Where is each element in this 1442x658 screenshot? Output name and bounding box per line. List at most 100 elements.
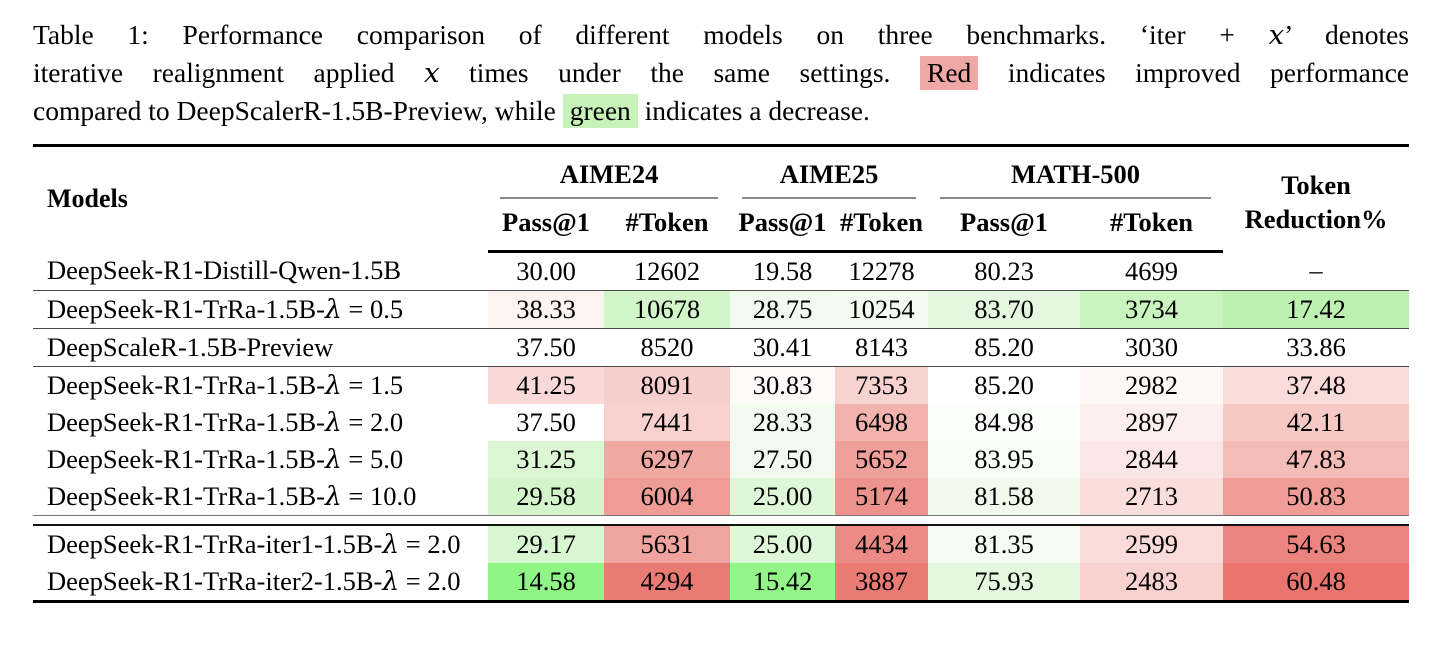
subheader-token: #Token [1080,199,1224,253]
value-cell: 8520 [604,328,731,367]
value-cell: 29.17 [488,525,604,563]
value-cell: 50.83 [1223,478,1410,516]
model-name-cell: DeepSeek-R1-TrRa-1.5B-λ = 5.0 [47,444,404,475]
value-cell: 19.58 [730,251,836,291]
table-row: DeepSeek-R1-TrRa-1.5B-λ = 10.0 29.58 6004 2… [33,478,1410,516]
table-row: DeepSeek-R1-TrRa-iter2-1.5B-λ = 2.0 14.58… [33,563,1410,602]
value-cell: 83.70 [928,290,1081,329]
value-cell: 17.42 [1223,290,1410,329]
subheader-pass1: Pass@1 [730,199,836,253]
model-name-cell: DeepSeek-R1-TrRa-1.5B-λ = 10.0 [47,481,417,512]
caption-line-2: iterative realignment applied x times un… [33,54,1409,92]
value-cell: 2483 [1080,563,1224,602]
value-cell: 12278 [835,251,929,291]
group-header-math500: MATH-500 [928,146,1223,199]
value-cell: 81.35 [928,525,1081,563]
model-name-cell: DeepSeek-R1-TrRa-iter2-1.5B-λ = 2.0 [47,566,461,597]
value-cell: 54.63 [1223,525,1410,563]
value-cell: 33.86 [1223,328,1410,367]
value-cell: 5174 [835,478,929,516]
subheader-pass1: Pass@1 [488,199,604,253]
caption-green-highlight: green [562,94,638,128]
value-cell: 47.83 [1223,441,1410,478]
value-cell: 85.20 [928,328,1081,367]
value-cell: 25.00 [730,525,836,563]
caption-text: indicates improved performance [978,57,1409,88]
table-row: DeepSeek-R1-TrRa-1.5B-λ = 0.5 38.33 10678 2… [33,290,1410,329]
value-cell: 37.48 [1223,366,1410,404]
value-cell: 29.58 [488,478,604,516]
value-cell: 60.48 [1223,563,1410,602]
value-cell: 6297 [604,441,731,478]
value-cell: 12602 [604,251,731,291]
subheader-token: #Token [604,199,731,253]
model-name-cell: DeepScaleR-1.5B-Preview [33,328,488,367]
table-header: Models AIME24 AIME25 MATH-500 Token Redu… [33,146,1409,253]
table-row: DeepSeek-R1-Distill-Qwen-1.5B 30.00 12602 1… [33,251,1410,291]
value-cell: 15.42 [730,563,836,602]
caption-text: ’ denotes [1284,19,1409,50]
value-cell: 81.58 [928,478,1081,516]
value-cell: 75.93 [928,563,1081,602]
model-name-cell: DeepSeek-R1-TrRa-1.5B-λ = 1.5 [47,370,404,401]
caption-math-x: x [424,57,440,89]
value-cell: 28.33 [730,404,836,441]
value-cell: 5631 [604,525,731,563]
value-cell: 10678 [604,290,731,329]
table-row: DeepSeek-R1-TrRa-iter1-1.5B-λ = 2.0 29.17… [33,525,1410,563]
caption-text: Table 1: Performance comparison of diffe… [33,19,1269,50]
value-cell: 3734 [1080,290,1224,329]
value-cell: 37.50 [488,328,604,367]
caption-text: compared to DeepScalerR-1.5B-Preview, wh… [33,95,563,126]
value-cell: 41.25 [488,366,604,404]
caption-text: indicates a decrease. [637,95,870,126]
value-cell: 28.75 [730,290,836,329]
value-cell: 83.95 [928,441,1081,478]
caption-line-1: Table 1: Performance comparison of diffe… [33,16,1409,54]
value-cell: 3030 [1080,328,1224,367]
value-cell: 7353 [835,366,929,404]
value-cell: 4699 [1080,251,1224,291]
value-cell: 2599 [1080,525,1224,563]
model-name-cell: DeepSeek-R1-TrRa-iter1-1.5B-λ = 2.0 [47,529,461,560]
lambda-symbol: λ [324,294,342,325]
value-cell: 84.98 [928,404,1081,441]
lambda-symbol: λ [382,529,400,560]
value-cell: 6004 [604,478,731,516]
model-name-cell: DeepSeek-R1-Distill-Qwen-1.5B [33,251,488,291]
table-body: DeepSeek-R1-Distill-Qwen-1.5B 30.00 12602 1… [33,251,1410,602]
value-cell: 38.33 [488,290,604,329]
results-table: Models AIME24 AIME25 MATH-500 Token Redu… [33,144,1410,603]
table-row: DeepScaleR-1.5B-Preview 37.50 8520 30.41 814… [33,328,1410,367]
section-separator [33,515,1410,526]
lambda-symbol: λ [324,370,342,401]
value-cell: 31.25 [488,441,604,478]
caption-text: times under the same settings. [439,57,920,88]
lambda-symbol: λ [324,481,342,512]
table-row: DeepSeek-R1-TrRa-1.5B-λ = 1.5 41.25 8091 30… [33,366,1410,404]
table-row: DeepSeek-R1-TrRa-1.5B-λ = 5.0 31.25 6297 27… [33,441,1410,478]
caption-red-highlight: Red [919,56,979,90]
value-cell: – [1223,251,1410,291]
table-caption: Table 1: Performance comparison of diffe… [33,16,1409,129]
value-cell: 30.41 [730,328,836,367]
value-cell: 3887 [835,563,929,602]
value-cell: 2897 [1080,404,1224,441]
value-cell: 80.23 [928,251,1081,291]
value-cell: 5652 [835,441,929,478]
subheader-token: #Token [835,199,929,253]
models-column-header: Models [47,184,128,214]
value-cell: 42.11 [1223,404,1410,441]
caption-line-3: compared to DeepScalerR-1.5B-Preview, wh… [33,92,1409,129]
value-cell: 8143 [835,328,929,367]
value-cell: 2713 [1080,478,1224,516]
value-cell: 2844 [1080,441,1224,478]
value-cell: 10254 [835,290,929,329]
model-name-cell: DeepSeek-R1-TrRa-1.5B-λ = 2.0 [47,407,404,438]
value-cell: 25.00 [730,478,836,516]
value-cell: 8091 [604,366,731,404]
lambda-symbol: λ [324,407,342,438]
value-cell: 85.20 [974,370,1034,400]
table-row: DeepSeek-R1-TrRa-1.5B-λ = 2.0 37.50 7441 28… [33,404,1410,441]
model-name-cell: DeepSeek-R1-TrRa-1.5B-λ = 0.5 [33,290,488,329]
